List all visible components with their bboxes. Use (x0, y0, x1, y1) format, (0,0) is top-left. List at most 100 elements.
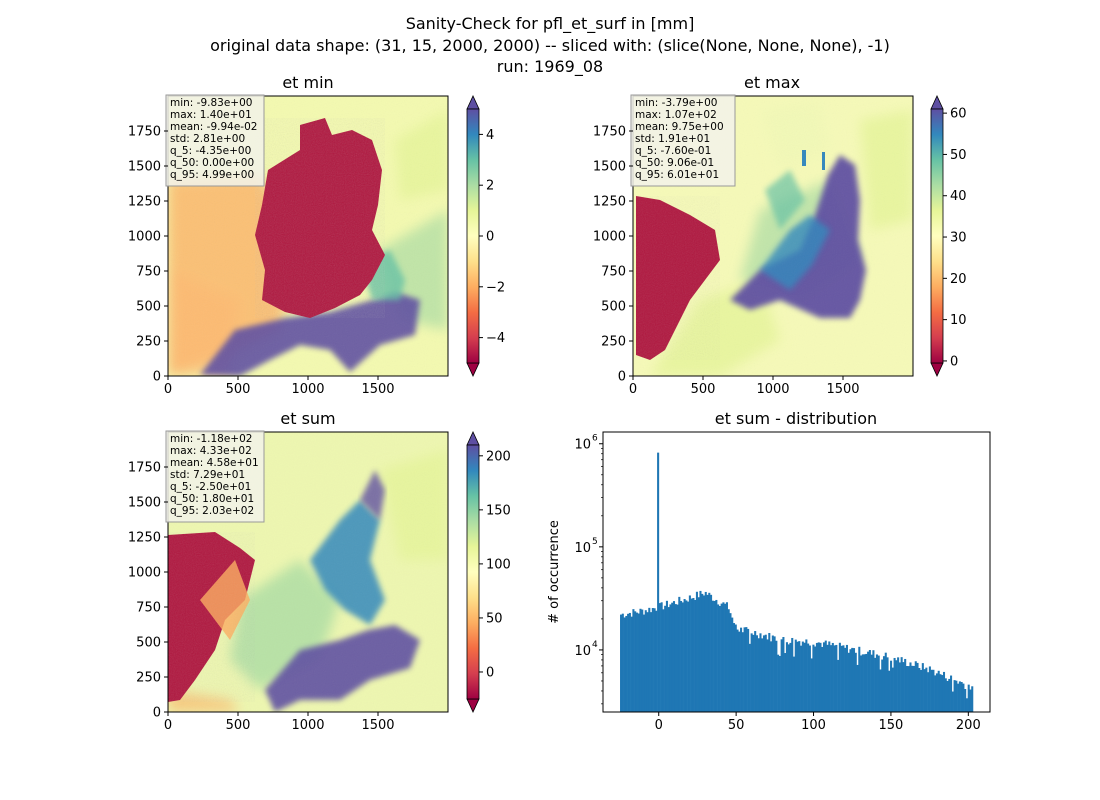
histogram-bar (858, 646, 861, 712)
histogram-bar (955, 680, 958, 712)
histogram-bar (874, 657, 877, 712)
histogram-bars (620, 452, 974, 712)
histogram-bar (697, 597, 700, 712)
histogram-bar (720, 603, 723, 712)
histogram-bar (740, 627, 743, 712)
histogram-bar (653, 608, 656, 712)
x-tick-label: 1500 (826, 382, 859, 397)
histogram-bar (660, 602, 663, 712)
histogram-bar (717, 604, 720, 712)
histogram-bar (951, 691, 954, 712)
histogram-bar (893, 657, 896, 712)
y-tick-label: 10 (574, 644, 591, 659)
histogram-bar (794, 639, 797, 712)
histogram-bar (729, 613, 732, 712)
histogram-bar (634, 611, 637, 712)
histogram-bar (725, 602, 728, 712)
stat-mean: mean: 4.58e+01 (170, 457, 259, 469)
y-tick-label: 10 (574, 438, 591, 453)
y-tick-label: 1500 (128, 496, 161, 511)
histogram-bar (879, 669, 882, 712)
histogram-bar (674, 604, 677, 712)
histogram-bar (891, 667, 894, 712)
colorbar-extend-min (930, 362, 944, 377)
histogram-bar (907, 666, 910, 712)
histogram-bar (872, 650, 875, 712)
histogram-bar (778, 655, 781, 712)
stat-max: max: 1.07e+02 (635, 109, 717, 121)
stat-min: min: -1.18e+02 (170, 433, 252, 445)
histogram-bar (722, 602, 725, 712)
histogram-bar (958, 681, 961, 712)
histogram-bar (727, 609, 730, 712)
panel-et-max: et max min: -3.79e+00 max: 1.07e+02 mean… (593, 73, 967, 397)
histogram-bar (912, 665, 916, 712)
histogram-bar (741, 632, 744, 712)
histogram-bar (800, 645, 803, 712)
histogram-bar (905, 666, 908, 712)
histogram-bar (771, 635, 774, 712)
stat-q5: q_5: -7.60e-01 (635, 145, 711, 157)
x-tick-label: 500 (226, 718, 251, 733)
histogram-bar (801, 641, 804, 712)
x-tick-label: 1000 (756, 382, 789, 397)
histogram-bar (828, 641, 831, 712)
histogram-bar (861, 654, 864, 712)
histogram-bar (787, 644, 790, 712)
histogram-bar (950, 675, 953, 712)
x-tick-label: 1500 (361, 382, 394, 397)
colorbar-tick-label: 20 (950, 272, 967, 287)
histogram-bar (844, 647, 847, 712)
histogram-bar (960, 682, 963, 712)
histogram-bar (701, 593, 704, 712)
y-tick-exponent: 6 (592, 434, 598, 444)
histogram-bar (692, 597, 695, 712)
x-tick-label: 50 (728, 718, 745, 733)
colorbar-tick-label: 2 (486, 179, 494, 194)
histogram-bar (851, 647, 854, 712)
histogram-bar (900, 657, 903, 712)
histogram-bar (699, 590, 702, 712)
panel-title: et min (282, 73, 333, 92)
histogram-bar (860, 655, 863, 712)
histogram-bar (628, 612, 631, 712)
histogram-bar (750, 633, 753, 712)
histogram-bar (695, 591, 698, 712)
histogram-bar (644, 610, 647, 712)
panel-title: et max (744, 73, 800, 92)
y-tick-label: 0 (153, 706, 161, 721)
y-tick-label: 750 (601, 265, 626, 280)
histogram-bar (766, 639, 769, 712)
histogram-bar (754, 631, 757, 712)
stat-q95: q_95: 2.03e+02 (170, 505, 254, 517)
histogram-bar (683, 599, 686, 712)
histogram-bar (791, 637, 794, 712)
colorbar-tick-label: 40 (950, 189, 967, 204)
colorbar-extend-min (466, 362, 480, 377)
stat-std: std: 2.81e+00 (170, 133, 245, 145)
colorbar-tick-label: 50 (486, 611, 503, 626)
histogram-bar (736, 629, 739, 712)
y-tick-label: 1250 (128, 531, 161, 546)
histogram-bar (807, 643, 810, 712)
histogram-bar (625, 615, 628, 712)
histogram-bar (671, 602, 674, 712)
colorbar-extend-max (466, 95, 480, 110)
histogram-bar (745, 627, 748, 712)
y-tick-label: 750 (136, 601, 161, 616)
x-tick-label: 1000 (291, 382, 324, 397)
histogram-bar (944, 678, 947, 712)
histogram-bar (732, 623, 736, 712)
histogram-bar (831, 642, 834, 712)
colorbar-gradient (466, 444, 480, 700)
histogram-bar (812, 644, 815, 712)
colorbar-extend-max (466, 431, 480, 446)
stat-min: min: -9.83e+00 (170, 97, 252, 109)
histogram-bar (688, 595, 691, 712)
histogram-bar (937, 670, 940, 712)
histogram-bar (875, 654, 878, 712)
histogram-bar (962, 683, 965, 712)
histogram-bar (835, 644, 838, 712)
histogram-bar (681, 602, 684, 712)
histogram-bar (711, 600, 714, 712)
